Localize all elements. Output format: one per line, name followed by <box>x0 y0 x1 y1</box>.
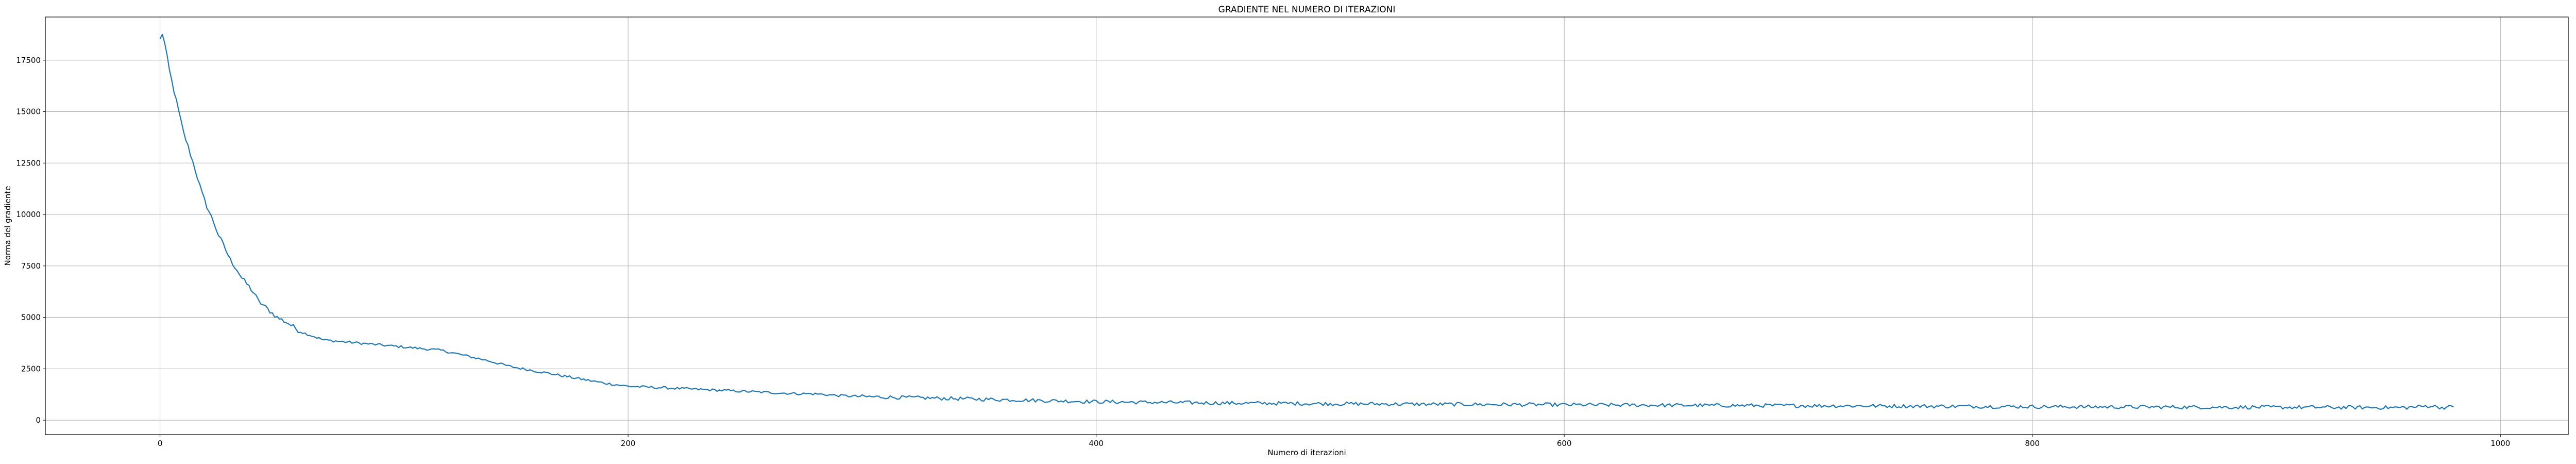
plot-frame <box>45 16 2569 435</box>
y-tick-label: 10000 <box>16 210 41 219</box>
x-axis-label: Numero di iterazioni <box>1267 448 1346 457</box>
grid-layer <box>45 17 2568 435</box>
y-tick-label: 0 <box>36 416 41 425</box>
x-tick-label: 800 <box>2025 439 2040 448</box>
tick-layer: 0 200 400 600 800 100002500500075001000012500… <box>16 56 2510 448</box>
y-tick-label: 15000 <box>16 107 41 117</box>
x-tick-label: 1000 <box>2490 439 2510 448</box>
x-tick-label: 0 <box>158 439 163 448</box>
y-tick-label: 5000 <box>21 313 41 322</box>
y-tick-label: 7500 <box>21 261 41 271</box>
x-tick-label: 200 <box>621 439 636 448</box>
x-tick-label: 400 <box>1089 439 1104 448</box>
y-tick-label: 17500 <box>16 56 41 65</box>
chart-title: GRADIENTE NEL NUMERO DI ITERAZIONI <box>1218 5 1396 15</box>
x-tick-label: 600 <box>1557 439 1572 448</box>
y-axis-label: Norma del gradiente <box>3 186 12 266</box>
y-tick-label: 2500 <box>21 364 41 373</box>
series-line <box>159 34 2454 410</box>
series-layer <box>159 34 2454 410</box>
y-tick-label: 12500 <box>16 158 41 168</box>
